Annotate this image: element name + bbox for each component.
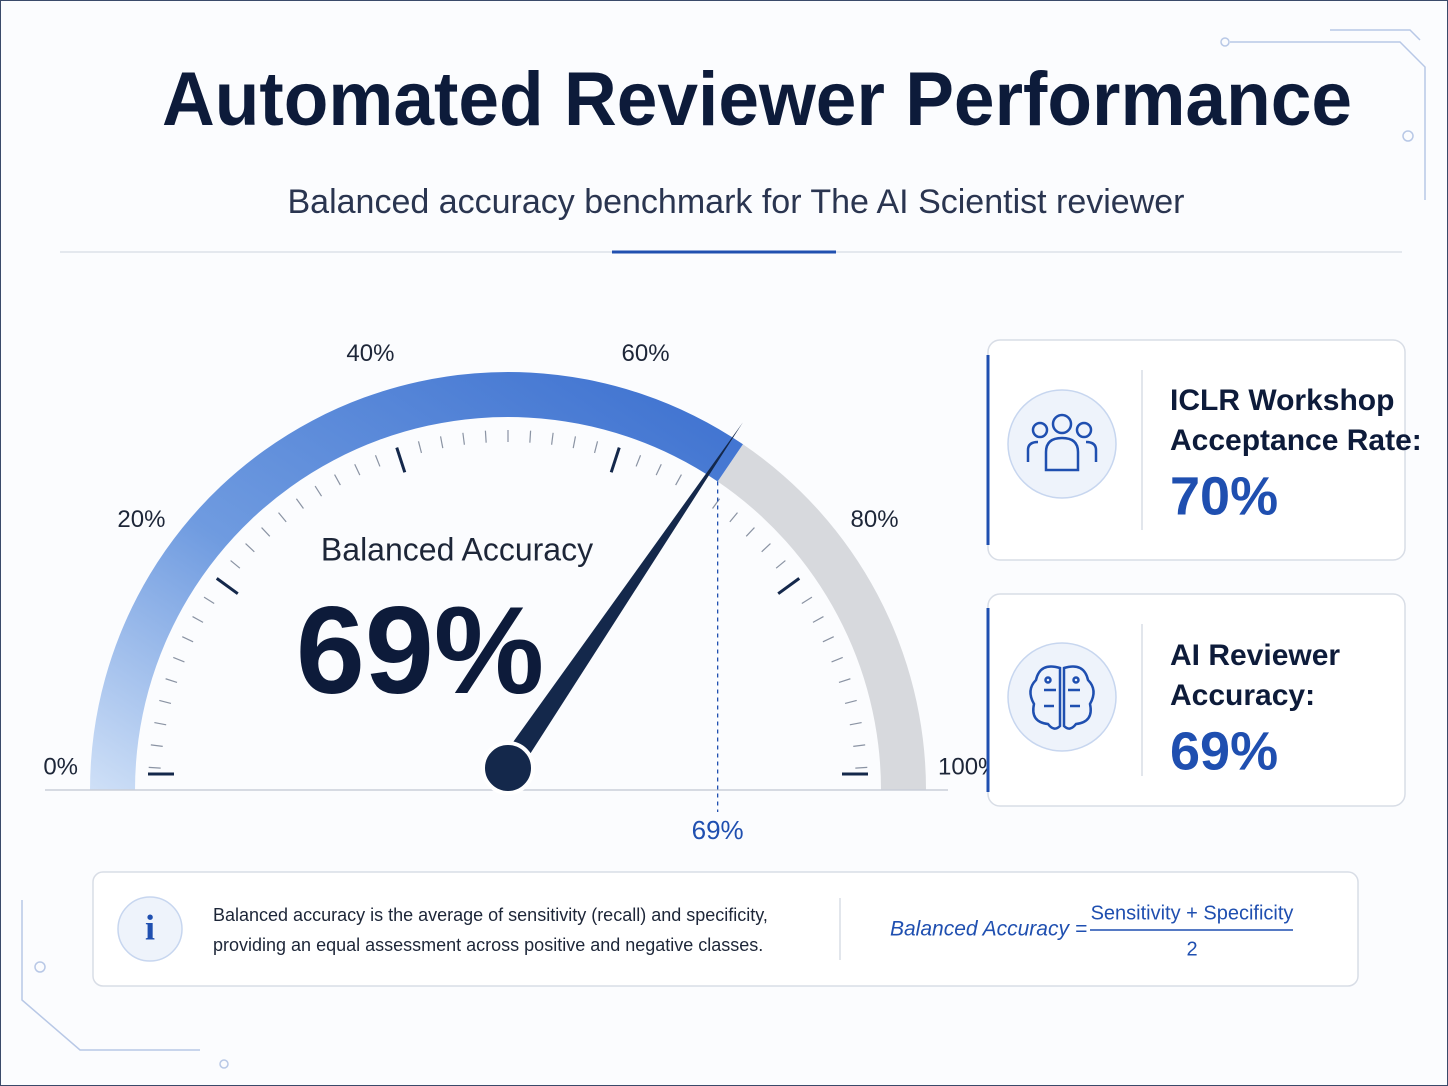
tick-mark: [215, 577, 239, 595]
tick-label: 20%: [117, 506, 165, 533]
minor-tick: [150, 744, 163, 747]
minor-tick: [203, 596, 215, 605]
card-label: AI Reviewer: [1170, 639, 1340, 672]
minor-tick: [593, 441, 599, 454]
card-value: 69%: [1170, 721, 1278, 781]
minor-tick: [245, 543, 255, 553]
gauge-track: [717, 444, 926, 790]
minor-tick: [855, 766, 868, 769]
needle: [498, 422, 743, 775]
info-box: i Balanced accuracy is the average of se…: [92, 871, 1359, 987]
minor-tick: [812, 616, 824, 623]
minor-tick: [165, 678, 178, 684]
minor-tick: [374, 455, 381, 467]
subtitle: Balanced accuracy benchmark for The AI S…: [287, 183, 1184, 221]
card-value: 70%: [1170, 466, 1278, 526]
minor-tick: [295, 498, 304, 509]
minor-tick: [439, 436, 444, 449]
tick-label: 0%: [43, 753, 78, 780]
card-label: ICLR Workshop: [1170, 384, 1394, 417]
minor-tick: [801, 596, 813, 605]
minor-tick: [182, 636, 194, 643]
gauge-fill: [90, 372, 743, 790]
minor-tick: [173, 656, 185, 663]
minor-tick: [462, 432, 465, 445]
minor-tick: [729, 512, 738, 523]
card: AI Reviewer Accuracy: 69%: [986, 593, 1406, 807]
gauge-label: Balanced Accuracy: [321, 531, 593, 567]
formula-denominator: 2: [1186, 938, 1197, 960]
card-label: Acceptance Rate:: [1170, 424, 1422, 457]
minor-tick: [844, 699, 857, 705]
minor-tick: [853, 744, 866, 747]
info-text: providing an equal assessment across pos…: [213, 935, 763, 955]
minor-tick: [278, 512, 287, 523]
gauge: 0%20%40% 60%80%100%Balanced Accuracy69%69…: [43, 340, 999, 845]
minor-tick: [655, 464, 662, 476]
minor-tick: [551, 432, 554, 445]
minor-tick: [761, 543, 771, 553]
card-label: Accuracy:: [1170, 679, 1315, 712]
formula-lhs: Balanced Accuracy =: [890, 918, 1087, 941]
minor-tick: [417, 441, 423, 454]
minor-tick: [159, 699, 172, 705]
tick-label: 40%: [346, 340, 394, 367]
info-text: Balanced accuracy is the average of sens…: [213, 905, 768, 925]
tick-mark: [609, 447, 621, 473]
tick-mark: [395, 447, 407, 473]
minor-tick: [712, 498, 721, 509]
formula-numerator: Sensitivity + Specificity: [1091, 902, 1294, 924]
minor-tick: [230, 560, 241, 569]
title: Automated Reviewer Performance: [162, 57, 1352, 142]
gauge-value: 69%: [296, 582, 544, 720]
tick-label: 60%: [622, 340, 670, 367]
minor-tick: [354, 464, 361, 476]
minor-tick: [148, 766, 161, 769]
minor-tick: [572, 436, 577, 449]
minor-tick: [334, 474, 341, 486]
minor-tick: [675, 474, 682, 486]
minor-tick: [849, 721, 862, 726]
info-icon: i: [145, 907, 155, 947]
minor-tick: [484, 430, 487, 443]
minor-tick: [831, 656, 843, 663]
minor-tick: [838, 678, 851, 684]
value-marker-label: 69%: [692, 815, 744, 845]
minor-tick: [822, 636, 834, 643]
minor-tick: [314, 485, 323, 497]
minor-tick: [775, 560, 786, 569]
minor-tick: [261, 527, 271, 537]
tick-label: 80%: [851, 506, 899, 533]
minor-tick: [635, 455, 642, 467]
tick-mark: [777, 577, 801, 595]
minor-tick: [192, 616, 204, 623]
card: ICLR Workshop Acceptance Rate: 70%: [986, 339, 1422, 561]
decor: [21, 29, 1426, 1069]
minor-tick: [529, 430, 532, 443]
minor-tick: [154, 721, 167, 726]
needle-hub: [481, 741, 535, 795]
minor-tick: [745, 527, 755, 537]
